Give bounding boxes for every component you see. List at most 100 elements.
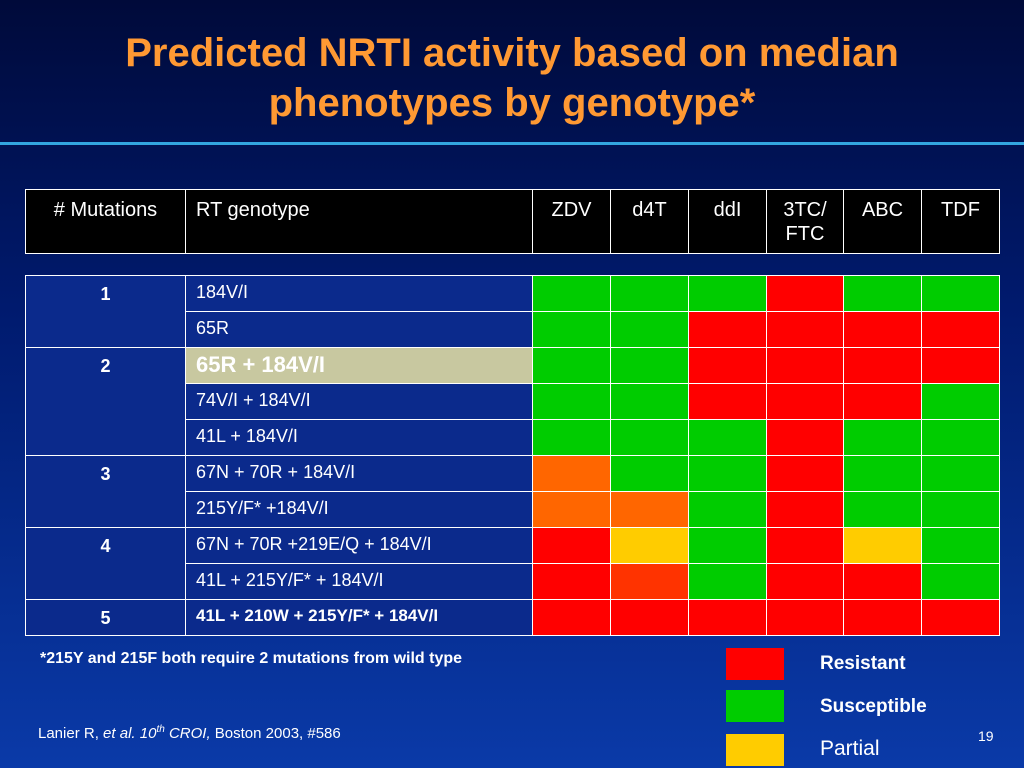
header-drug-d4t: d4T <box>610 189 689 254</box>
table-row: 1 184V/I <box>25 275 1000 348</box>
mutation-count-cell: 4 <box>25 527 186 600</box>
activity-cell-3tc-ftc <box>766 599 844 636</box>
activity-cell-3tc-ftc <box>766 275 844 312</box>
citation: Lanier R, et al. 10th CROI, Boston 2003,… <box>38 724 341 742</box>
mutation-count-cell: 2 <box>25 347 186 456</box>
activity-cell-zdv <box>532 527 611 564</box>
activity-cell-abc <box>843 383 922 420</box>
activity-cell-zdv <box>532 455 611 492</box>
title-line-1: Predicted NRTI activity based on median <box>125 31 899 75</box>
slide-title: Predicted NRTI activity based on median … <box>0 28 1024 128</box>
activity-cell-d4t <box>610 599 689 636</box>
activity-cell-ddi <box>688 455 767 492</box>
header-drug-ddi: ddI <box>688 189 767 254</box>
activity-cell-3tc-ftc <box>766 347 844 384</box>
activity-cell-ddi <box>688 491 767 528</box>
title-divider <box>0 142 1024 145</box>
activity-cell-tdf <box>921 491 1000 528</box>
activity-cell-ddi <box>688 599 767 636</box>
activity-cell-abc <box>843 419 922 456</box>
activity-cell-zdv <box>532 311 611 348</box>
genotype-cell: 67N + 70R +219E/Q + 184V/I <box>185 527 533 564</box>
table-row: 2 65R + 184V/I <box>25 347 1000 456</box>
table-row: 74V/I + 184V/I <box>26 383 1000 420</box>
page-number: 19 <box>978 728 994 744</box>
activity-cell-ddi <box>688 383 767 420</box>
table-row: 5 41L + 210W + 215Y/F* + 184V/I <box>25 599 1000 636</box>
mutation-count-cell: 3 <box>25 455 186 528</box>
activity-cell-abc <box>843 599 922 636</box>
table-row: 4 67N + 70R +219E/Q + 184V/I <box>25 527 1000 600</box>
activity-cell-3tc-ftc <box>766 383 844 420</box>
genotype-cell: 65R + 184V/I <box>185 347 533 384</box>
activity-cell-abc <box>843 275 922 312</box>
genotype-cell: 41L + 184V/I <box>185 419 533 456</box>
title-line-2: phenotypes by genotype* <box>268 81 756 125</box>
activity-cell-ddi <box>688 347 767 384</box>
header-drug-zdv: ZDV <box>532 189 611 254</box>
table-row: 3 67N + 70R + 184V/I <box>25 455 1000 528</box>
activity-cell-tdf <box>921 455 1000 492</box>
mutation-count-cell: 1 <box>25 275 186 348</box>
activity-cell-zdv <box>532 419 611 456</box>
activity-cell-abc <box>843 311 922 348</box>
activity-cell-3tc-ftc <box>766 527 844 564</box>
activity-cell-ddi <box>688 527 767 564</box>
activity-cell-d4t <box>610 347 689 384</box>
citation-etal: et al. <box>103 725 136 742</box>
activity-cell-3tc-ftc <box>766 311 844 348</box>
genotype-cell: 65R <box>185 311 533 348</box>
mutation-count-cell: 5 <box>25 599 186 636</box>
genotype-cell: 215Y/F* +184V/I <box>185 491 533 528</box>
header-mutations: # Mutations <box>25 189 186 254</box>
legend-label-susceptible: Susceptible <box>820 696 927 717</box>
genotype-cell: 41L + 210W + 215Y/F* + 184V/I <box>185 599 533 636</box>
activity-cell-d4t <box>610 491 689 528</box>
header-drug-tdf: TDF <box>921 189 1000 254</box>
activity-cell-abc <box>843 491 922 528</box>
table-row: 215Y/F* +184V/I <box>26 491 1000 528</box>
activity-cell-zdv <box>532 275 611 312</box>
legend-swatch-partial <box>726 734 784 766</box>
activity-cell-ddi <box>688 275 767 312</box>
activity-cell-abc <box>843 527 922 564</box>
activity-cell-d4t <box>610 527 689 564</box>
activity-cell-d4t <box>610 383 689 420</box>
activity-cell-ddi <box>688 563 767 600</box>
activity-cell-d4t <box>610 311 689 348</box>
activity-table: 1 184V/I 65R 2 65R + 184V/I 74V/I + 184V/I 41L… <box>25 275 1000 636</box>
activity-cell-zdv <box>532 563 611 600</box>
activity-cell-tdf <box>921 311 1000 348</box>
activity-cell-zdv <box>532 599 611 636</box>
activity-cell-tdf <box>921 419 1000 456</box>
activity-cell-ddi <box>688 311 767 348</box>
legend-swatch-susceptible <box>726 690 784 722</box>
header-drug-abc: ABC <box>843 189 922 254</box>
activity-cell-d4t <box>610 563 689 600</box>
legend-swatch-resistant <box>726 648 784 680</box>
legend-label-resistant: Resistant <box>820 653 906 674</box>
header-genotype: RT genotype <box>185 189 533 254</box>
header-row: # Mutations RT genotype ZDV d4T ddI 3TC/… <box>25 189 1000 254</box>
activity-cell-tdf <box>921 275 1000 312</box>
activity-cell-d4t <box>610 419 689 456</box>
activity-cell-d4t <box>610 275 689 312</box>
activity-cell-3tc-ftc <box>766 419 844 456</box>
table-row: 41L + 215Y/F* + 184V/I <box>26 563 1000 600</box>
activity-cell-abc <box>843 347 922 384</box>
activity-cell-3tc-ftc <box>766 491 844 528</box>
legend-label-partial: Partial <box>820 737 880 760</box>
activity-cell-tdf <box>921 383 1000 420</box>
table-row: 65R <box>26 311 1000 348</box>
activity-cell-tdf <box>921 563 1000 600</box>
genotype-cell: 41L + 215Y/F* + 184V/I <box>185 563 533 600</box>
activity-cell-abc <box>843 563 922 600</box>
header-drug-3tc-ftc: 3TC/ FTC <box>766 189 844 254</box>
citation-conference: 10th CROI, <box>139 724 211 742</box>
genotype-cell: 184V/I <box>185 275 533 312</box>
footnote: *215Y and 215F both require 2 mutations … <box>40 650 463 667</box>
header-table: # Mutations RT genotype ZDV d4T ddI 3TC/… <box>25 189 1000 254</box>
activity-cell-zdv <box>532 491 611 528</box>
citation-author: Lanier R, <box>38 725 99 742</box>
citation-location: Boston 2003, #586 <box>214 725 341 742</box>
